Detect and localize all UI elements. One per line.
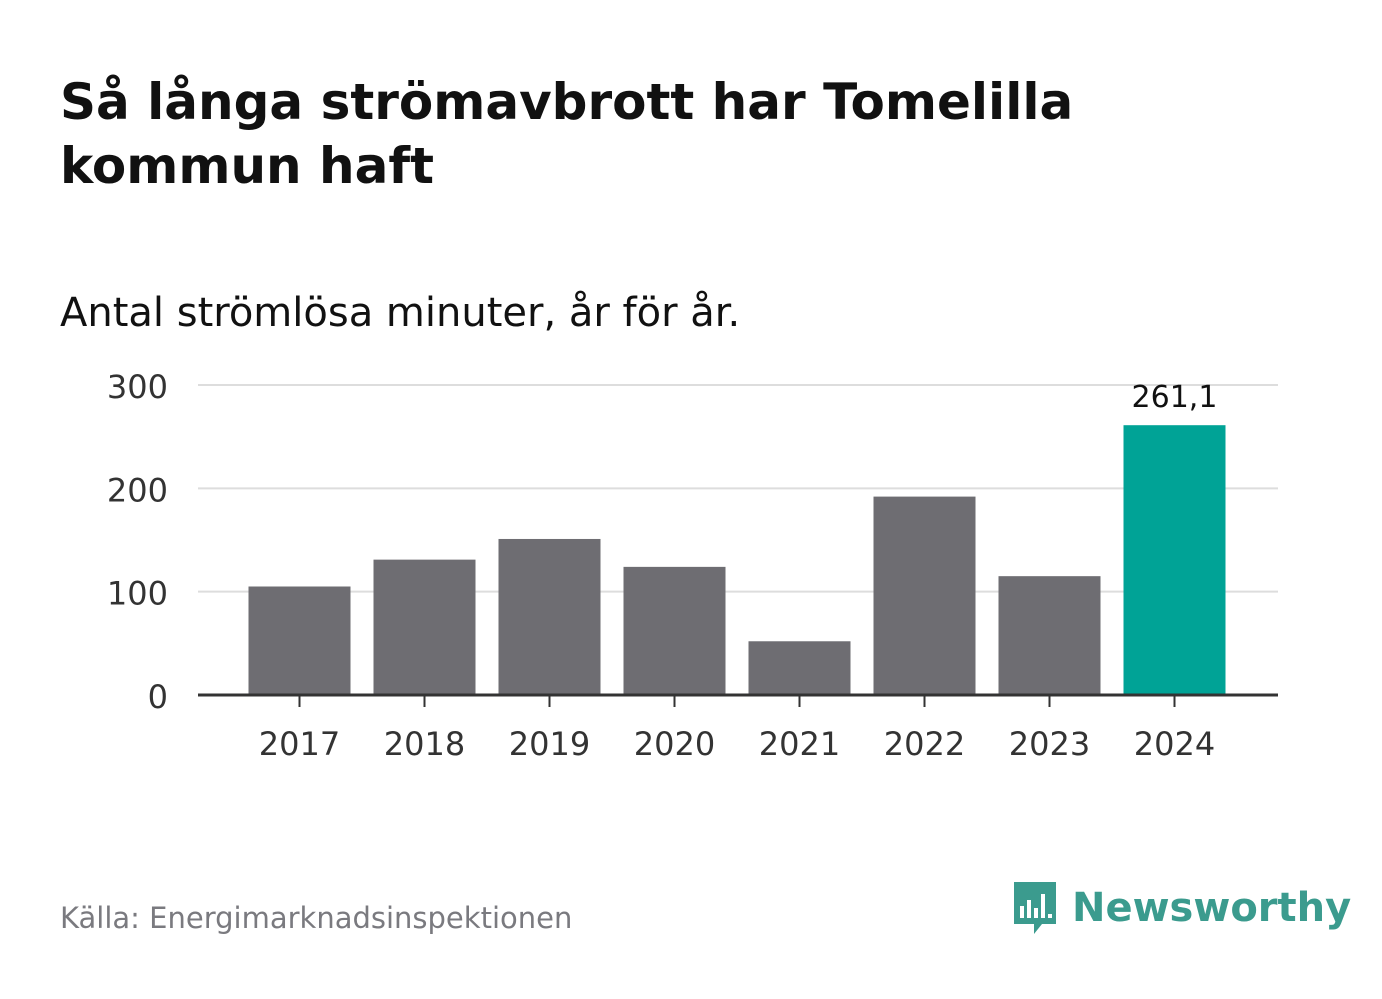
bar-2018	[373, 559, 476, 695]
data-label: 261,1	[1132, 380, 1218, 415]
bar-2024	[1123, 425, 1226, 695]
axes	[198, 693, 1278, 707]
bar-2019	[498, 538, 601, 695]
source-note: Källa: Energimarknadsinspektionen	[60, 901, 573, 935]
bar-2023	[998, 576, 1101, 695]
bar-2017	[248, 586, 351, 695]
x-tick-label: 2019	[509, 725, 590, 763]
bars	[248, 425, 1226, 695]
brand-logo: Newsworthy	[1010, 878, 1351, 938]
chart-title: Så långa strömavbrott har Tomelilla komm…	[60, 73, 1074, 195]
bar-2021	[748, 641, 851, 695]
x-tick-label: 2022	[884, 725, 965, 763]
y-tick-label: 300	[107, 368, 168, 406]
labels: 0 100 200 300 2017 2018 2019 2020 2021 2022 2023 20…	[107, 368, 1218, 763]
grid-lines	[198, 384, 1278, 593]
brand-name: Newsworthy	[1072, 885, 1352, 931]
y-tick-label: 0	[148, 678, 168, 716]
x-tick-label: 2024	[1134, 725, 1215, 763]
bar-2020	[623, 566, 726, 695]
x-tick-label: 2023	[1009, 725, 1090, 763]
y-tick-label: 200	[107, 471, 168, 509]
bar-2022	[873, 496, 976, 695]
chart-subtitle: Antal strömlösa minuter, år för år.	[60, 290, 741, 336]
x-tick-label: 2018	[384, 725, 465, 763]
x-tick-label: 2017	[259, 725, 340, 763]
newsworthy-logo-icon	[1014, 882, 1056, 934]
x-tick-label: 2021	[759, 725, 840, 763]
x-tick-label: 2020	[634, 725, 715, 763]
y-tick-label: 100	[107, 575, 168, 613]
